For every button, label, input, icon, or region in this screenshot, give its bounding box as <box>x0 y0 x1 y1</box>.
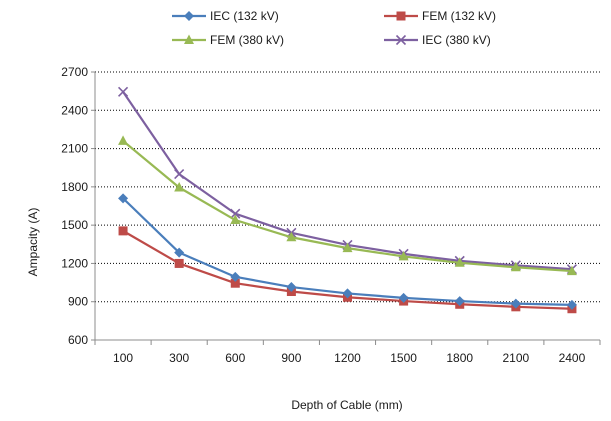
x-tick-label: 100 <box>113 351 133 365</box>
data-point <box>118 226 128 236</box>
x-tick-label: 300 <box>169 351 189 365</box>
data-point <box>230 271 241 282</box>
legend-label: IEC (132 kV) <box>210 9 279 23</box>
legend-item: FEM (132 kV) <box>384 9 496 23</box>
data-point <box>286 282 297 293</box>
y-tick-label: 2400 <box>61 103 88 117</box>
series-line <box>122 91 573 271</box>
x-tick-label: 900 <box>281 351 301 365</box>
data-point <box>118 193 129 204</box>
legend-marker <box>184 11 194 21</box>
data-point <box>174 247 185 258</box>
data-point <box>118 135 129 145</box>
data-point <box>230 278 240 288</box>
y-tick-label: 1800 <box>61 180 88 194</box>
axes: 600 900 1200 1500 1800 2100 2400 2700 100 300 600 9… <box>61 65 601 365</box>
x-tick-label: 1500 <box>390 351 417 365</box>
data-point <box>230 208 241 219</box>
data-point <box>174 258 184 268</box>
data-point <box>230 214 241 225</box>
data-point <box>342 288 353 299</box>
series-group <box>117 86 578 314</box>
legend-item: IEC (132 kV) <box>172 9 279 23</box>
data-point <box>342 242 353 253</box>
data-point <box>117 86 129 97</box>
y-tick-label: 1200 <box>61 256 88 270</box>
y-tick-label: 600 <box>68 333 88 347</box>
series-fem-380-kv <box>118 135 577 276</box>
data-point <box>286 231 297 242</box>
y-axis-title: Ampacity (A) <box>26 208 40 277</box>
data-point <box>454 257 465 267</box>
x-tick-label: 1200 <box>334 351 361 365</box>
data-point <box>566 299 577 310</box>
x-tick-label: 600 <box>225 351 245 365</box>
data-point <box>398 250 409 261</box>
legend-label: IEC (380 kV) <box>422 33 491 47</box>
data-point <box>510 298 521 309</box>
data-point <box>174 169 185 180</box>
legend-marker <box>395 34 407 46</box>
y-tick-label: 2700 <box>61 65 88 79</box>
x-tick-label: 1800 <box>446 351 473 365</box>
legend-item: FEM (380 kV) <box>172 33 284 47</box>
y-tick-label: 2100 <box>61 142 88 156</box>
legend-marker <box>396 11 406 21</box>
legend-item: IEC (380 kV) <box>384 33 491 47</box>
data-point <box>454 296 465 307</box>
x-tick-label: 2400 <box>559 351 586 365</box>
legend-label: FEM (380 kV) <box>210 33 284 47</box>
legend: IEC (132 kV) FEM (132 kV) FEM (380 kV) IEC … <box>172 9 496 47</box>
data-point <box>398 292 409 303</box>
data-point <box>174 181 185 192</box>
data-point <box>510 261 521 272</box>
y-tick-label: 900 <box>68 295 88 309</box>
y-tick-label: 1500 <box>61 218 88 232</box>
legend-marker <box>184 34 194 44</box>
series-fem-132-kv <box>118 226 577 314</box>
x-tick-label: 2100 <box>502 351 529 365</box>
legend-label: FEM (132 kV) <box>422 9 496 23</box>
x-axis-title: Depth of Cable (mm) <box>291 398 402 412</box>
data-point <box>566 265 577 276</box>
series-iec-132-kv <box>118 193 577 310</box>
